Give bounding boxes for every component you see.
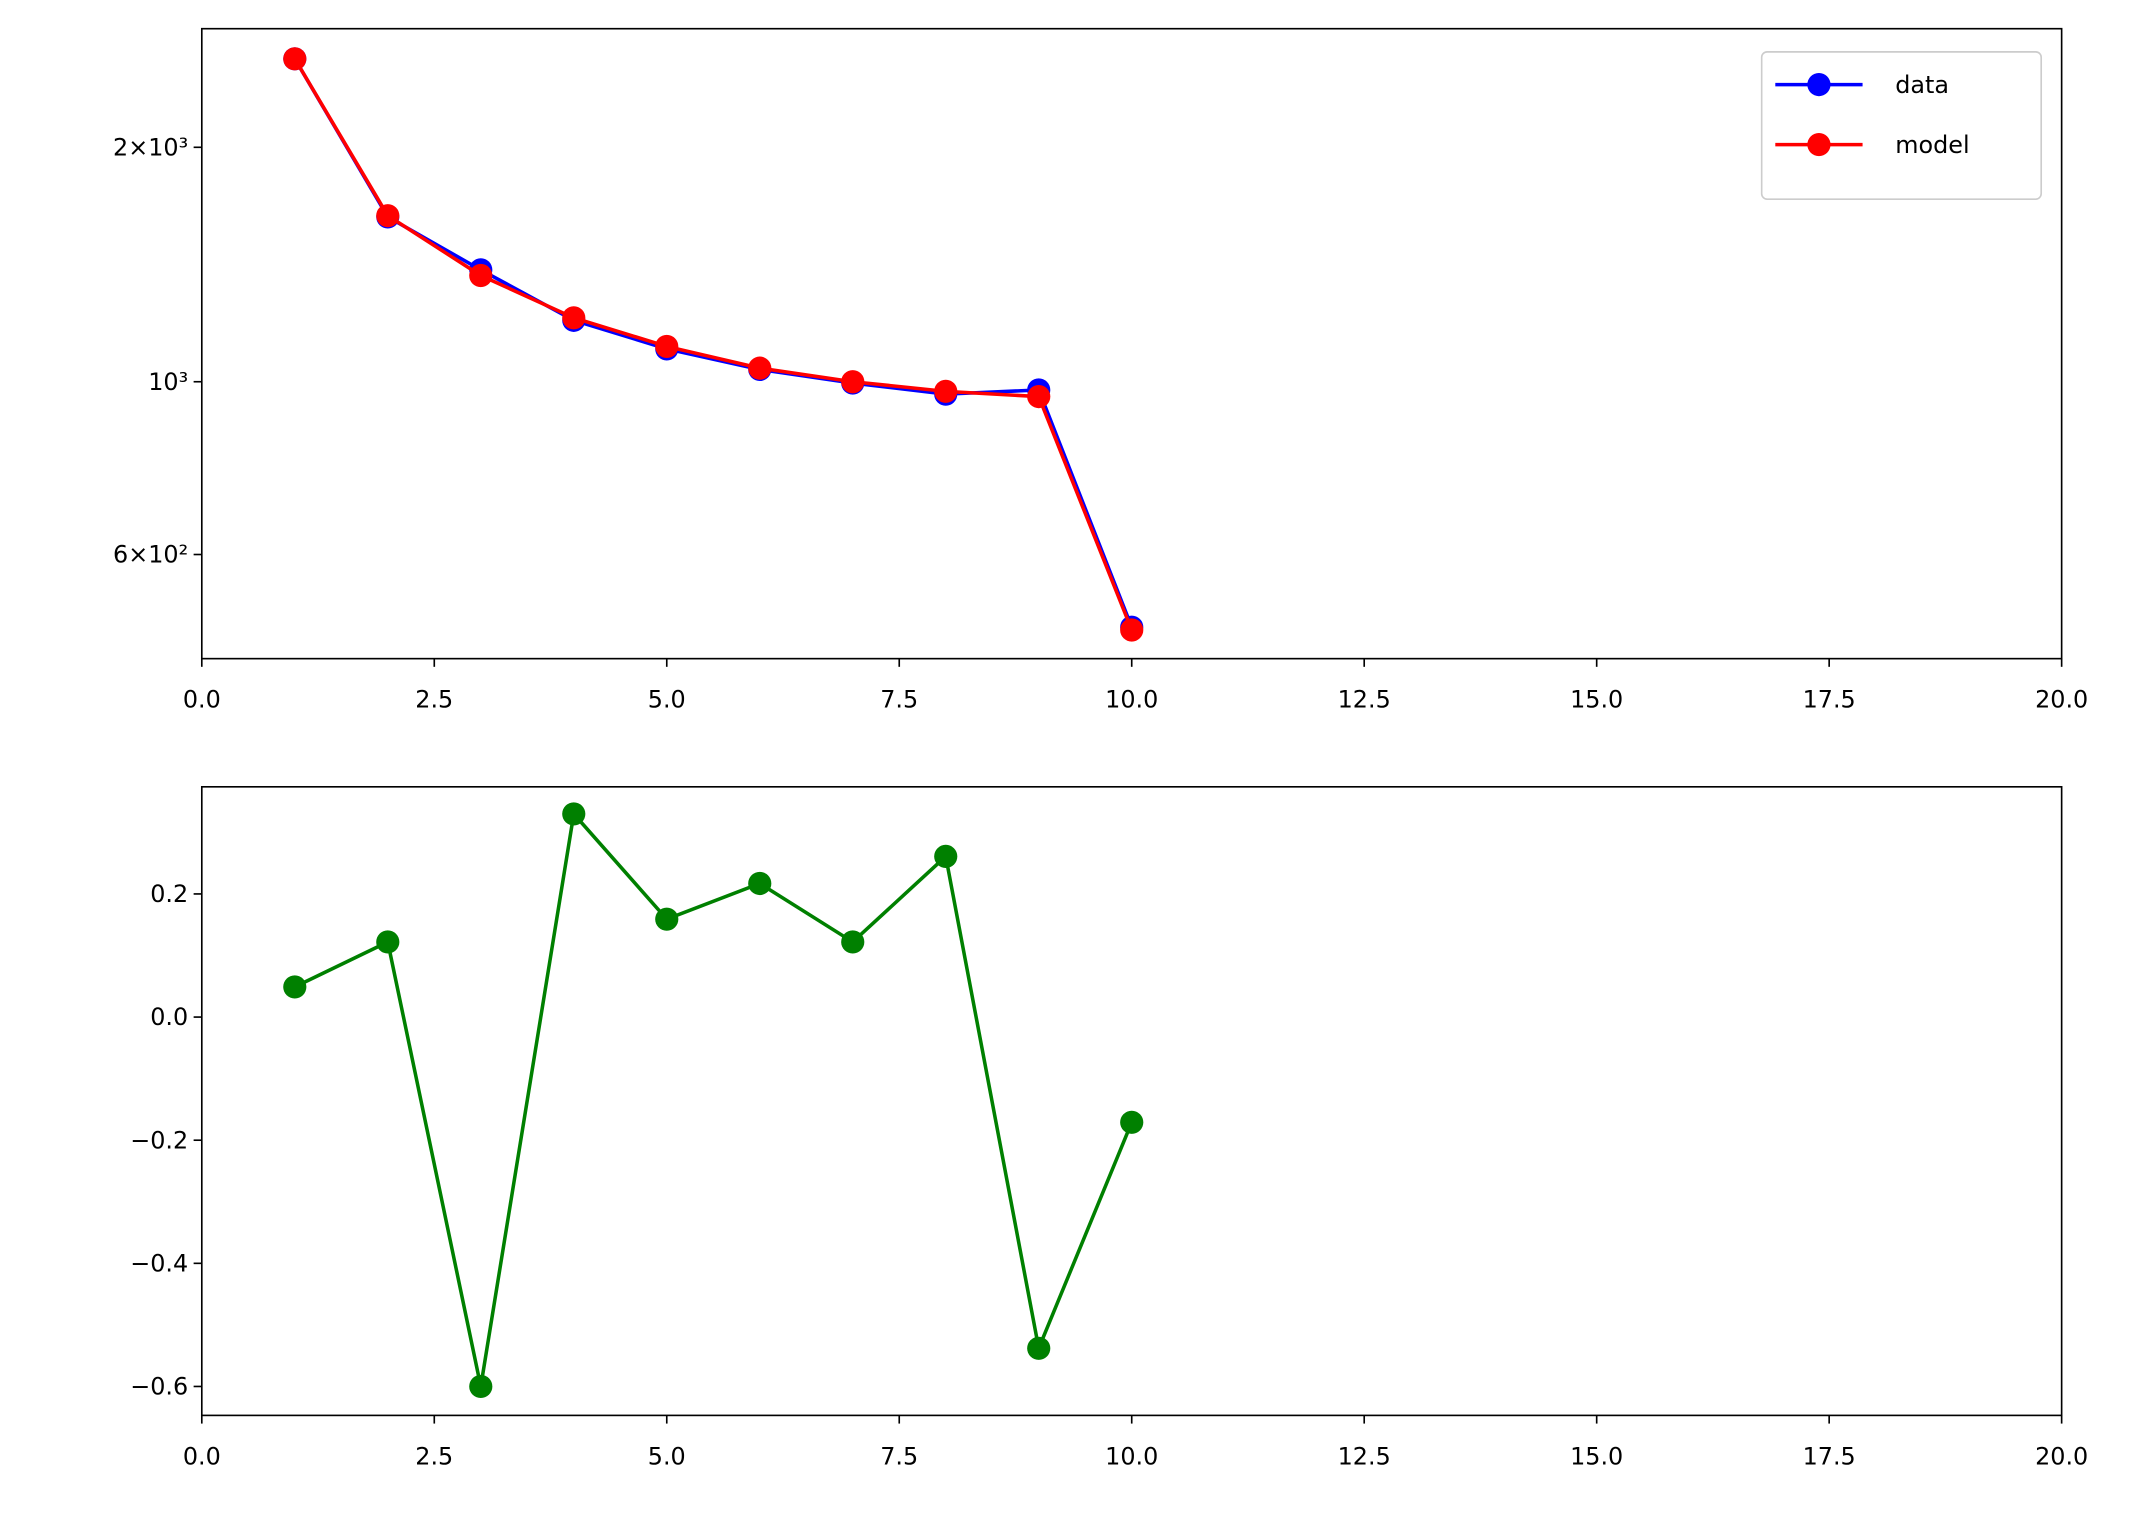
x-tick-label: 20.0 xyxy=(2035,1442,2088,1470)
y-tick-label: 0.0 xyxy=(150,1003,188,1031)
marker xyxy=(376,930,400,954)
marker xyxy=(1120,1110,1144,1134)
y-tick-label: −0.2 xyxy=(130,1126,188,1154)
x-tick-label: 15.0 xyxy=(1570,1442,1623,1470)
x-tick-label: 10.0 xyxy=(1105,686,1158,714)
series-line xyxy=(294,809,1134,1387)
marker xyxy=(934,844,958,868)
axes-frame xyxy=(200,785,2063,1417)
marker xyxy=(748,356,772,380)
legend-label: model xyxy=(1895,131,1969,159)
axes-frame xyxy=(200,27,2063,660)
x-tick-label: 12.5 xyxy=(1338,1442,1391,1470)
y-tick-label: 6×10² xyxy=(113,541,188,569)
marker xyxy=(655,334,679,359)
marker xyxy=(376,204,400,228)
x-tick-label: 12.5 xyxy=(1338,686,1391,714)
series-line xyxy=(293,57,1134,631)
marker xyxy=(469,1374,493,1399)
marker xyxy=(841,370,865,394)
marker xyxy=(283,975,307,999)
marker xyxy=(283,47,307,71)
marker xyxy=(748,871,772,896)
legend-box xyxy=(1760,51,2043,200)
plot-area xyxy=(283,802,1144,1399)
x-tick-label: 15.0 xyxy=(1570,686,1623,714)
x-tick-label: 10.0 xyxy=(1105,1442,1158,1470)
series-line xyxy=(293,57,1134,628)
plot-area xyxy=(283,47,1144,642)
x-tick-label: 0.0 xyxy=(183,686,221,714)
x-tick-label: 20.0 xyxy=(2035,686,2088,714)
marker xyxy=(469,263,493,288)
marker xyxy=(562,306,586,330)
legend-marker xyxy=(1807,133,1831,157)
marker xyxy=(841,930,865,954)
x-tick-label: 17.5 xyxy=(1803,686,1856,714)
y-tick-label: 2×10³ xyxy=(113,133,188,161)
marker xyxy=(655,907,679,931)
y-tick-label: −0.6 xyxy=(130,1373,188,1401)
y-tick-label: 0.2 xyxy=(150,880,188,908)
x-tick-label: 7.5 xyxy=(880,1442,918,1470)
marker xyxy=(562,802,586,826)
marker xyxy=(934,379,958,403)
x-tick-label: 0.0 xyxy=(183,1442,221,1470)
marker xyxy=(1120,618,1144,642)
x-tick-label: 17.5 xyxy=(1803,1442,1856,1470)
y-tick-label: 10³ xyxy=(148,368,188,396)
x-tick-label: 5.0 xyxy=(648,686,686,714)
x-tick-label: 5.0 xyxy=(648,1442,686,1470)
legend-label: data xyxy=(1895,71,1949,99)
legend-marker xyxy=(1807,73,1831,97)
x-tick-label: 2.5 xyxy=(415,686,453,714)
x-tick-label: 7.5 xyxy=(880,686,918,714)
x-tick-label: 2.5 xyxy=(415,1442,453,1470)
marker xyxy=(1027,1336,1051,1360)
y-tick-label: −0.4 xyxy=(130,1250,188,1278)
marker xyxy=(1027,385,1051,409)
